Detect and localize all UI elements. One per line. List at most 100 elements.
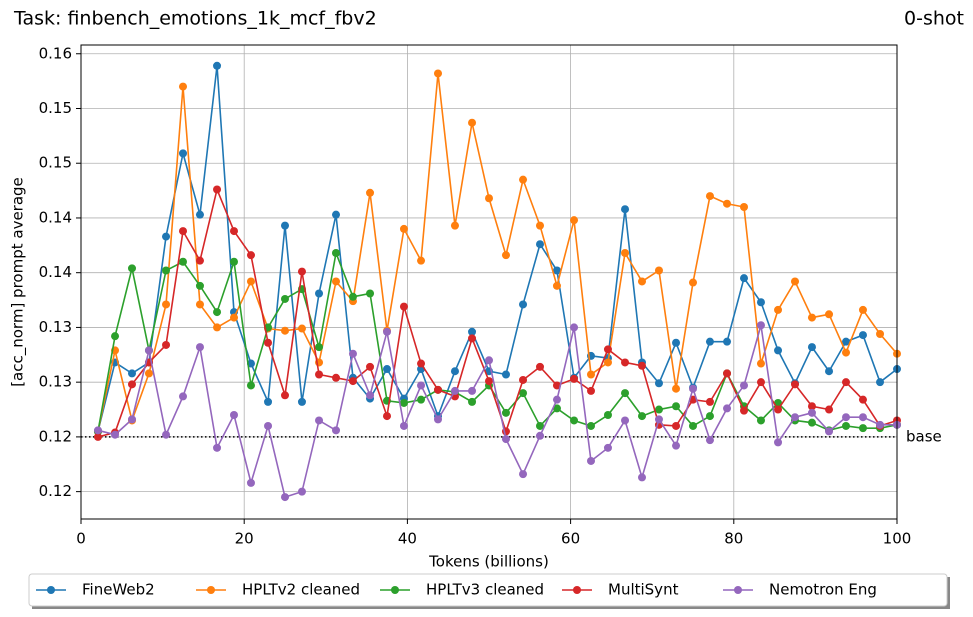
point	[281, 493, 289, 502]
point	[705, 192, 714, 201]
point	[230, 227, 238, 236]
point	[417, 381, 426, 390]
point	[825, 367, 834, 376]
point	[807, 313, 816, 322]
point	[825, 427, 834, 436]
point	[332, 210, 340, 219]
point	[858, 331, 867, 340]
point	[348, 349, 357, 358]
legend-marker	[47, 586, 55, 594]
point	[756, 359, 765, 368]
point	[807, 343, 816, 352]
point	[774, 346, 783, 355]
x-axis-label: Tokens (billions)	[428, 553, 549, 571]
point	[93, 426, 102, 435]
point	[774, 438, 783, 447]
point	[552, 266, 561, 275]
point	[536, 431, 544, 440]
point	[672, 384, 681, 393]
point	[740, 274, 748, 283]
point	[434, 385, 442, 394]
point	[638, 412, 646, 421]
point	[485, 194, 493, 203]
y-tick-label: 0.16	[39, 44, 72, 62]
point	[399, 398, 408, 407]
point	[315, 343, 324, 352]
point	[876, 420, 885, 429]
point	[297, 487, 306, 496]
point	[179, 82, 187, 91]
point	[791, 277, 799, 286]
point	[587, 370, 595, 379]
point	[570, 374, 579, 383]
point	[195, 256, 204, 265]
point	[621, 248, 630, 257]
point	[723, 404, 732, 413]
series-line	[97, 186, 898, 438]
point	[689, 278, 697, 287]
point	[213, 323, 222, 332]
point	[876, 329, 885, 338]
point	[536, 362, 544, 371]
point	[195, 343, 204, 352]
series-line	[97, 65, 898, 432]
point	[756, 321, 765, 330]
point	[128, 264, 136, 273]
point	[195, 281, 204, 290]
series-line	[97, 325, 897, 499]
point	[501, 370, 510, 379]
point	[179, 227, 187, 236]
point	[842, 413, 850, 422]
point	[536, 240, 544, 249]
point	[552, 281, 561, 290]
point	[348, 292, 357, 301]
legend-label: HPLTv2 cleaned	[242, 581, 360, 599]
point	[519, 175, 528, 184]
point	[842, 421, 850, 430]
point	[842, 337, 850, 346]
point	[740, 203, 748, 212]
point	[246, 478, 255, 487]
point	[332, 277, 340, 286]
point	[774, 305, 783, 314]
point	[603, 411, 612, 420]
point	[366, 362, 375, 371]
y-tick-label: 0.13	[39, 373, 72, 391]
point	[366, 289, 375, 298]
point	[230, 411, 238, 420]
point	[825, 405, 834, 414]
point	[672, 338, 681, 347]
legend-label: FineWeb2	[82, 581, 155, 599]
x-tick-label: 100	[883, 530, 912, 548]
point	[162, 430, 171, 439]
point	[434, 415, 442, 424]
point	[654, 266, 663, 275]
baseline-label: base	[906, 427, 942, 445]
point	[807, 402, 816, 411]
point	[230, 313, 238, 322]
point	[366, 188, 375, 197]
legend-marker	[207, 586, 215, 594]
x-tick-label: 0	[76, 530, 86, 548]
point	[383, 365, 391, 374]
point	[128, 415, 136, 424]
legend-label: MultiSynt	[608, 581, 679, 599]
chart-subtitle: 0-shot	[904, 8, 964, 30]
point	[162, 266, 171, 275]
point	[264, 338, 273, 347]
point	[740, 406, 748, 415]
x-tick-label: 20	[235, 530, 254, 548]
chart-title: Task: finbench_emotions_1k_mcf_fbv2	[13, 8, 377, 30]
point	[297, 267, 306, 276]
point	[570, 216, 579, 225]
point	[417, 395, 426, 404]
y-tick-label: 0.12	[39, 427, 72, 445]
point	[570, 323, 579, 332]
point	[501, 435, 510, 444]
point	[552, 395, 561, 404]
point	[417, 256, 426, 265]
point	[774, 405, 783, 414]
point	[621, 389, 630, 398]
y-axis-label: [acc_norm] prompt average	[9, 177, 28, 387]
point	[213, 308, 222, 317]
